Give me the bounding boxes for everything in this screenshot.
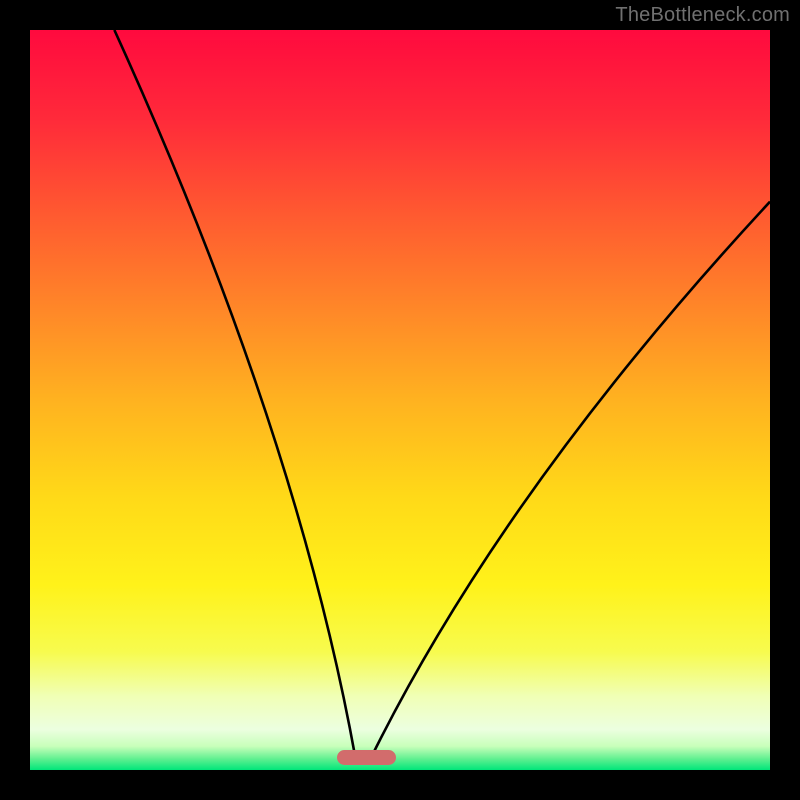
plot-area [30,30,770,770]
optimal-target-marker [337,750,396,765]
watermark-text: TheBottleneck.com [615,4,790,27]
left-curve-path [114,30,355,759]
bottleneck-curve [30,30,770,770]
right-curve-path [370,202,770,759]
